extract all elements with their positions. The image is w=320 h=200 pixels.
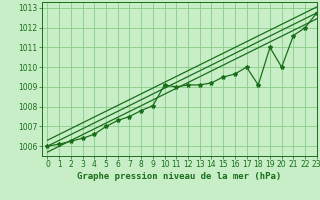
X-axis label: Graphe pression niveau de la mer (hPa): Graphe pression niveau de la mer (hPa): [77, 172, 281, 181]
